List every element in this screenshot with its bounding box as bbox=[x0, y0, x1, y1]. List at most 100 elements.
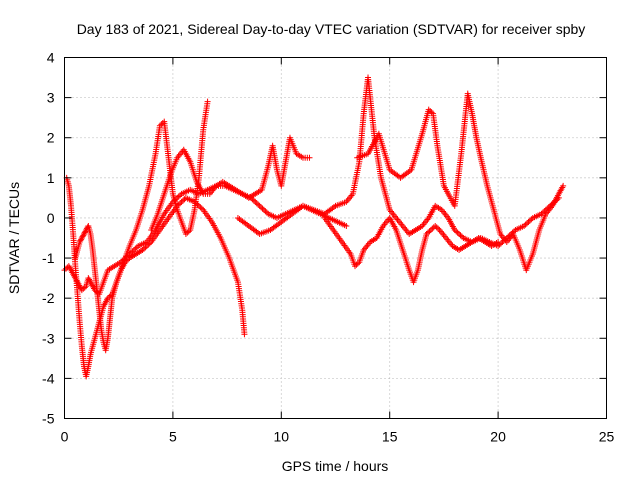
data-point bbox=[198, 205, 205, 212]
data-point bbox=[177, 192, 184, 199]
data-point bbox=[130, 247, 137, 254]
data-point bbox=[454, 229, 461, 236]
series-track-3 bbox=[72, 194, 248, 354]
data-point bbox=[81, 284, 88, 291]
data-point bbox=[142, 244, 149, 251]
axis-ticks: 0 5 10 15 20 25 -5 -4 -3 -2 -1 0 1 2 3 4 bbox=[42, 50, 614, 445]
y-tick-label: -1 bbox=[42, 250, 55, 266]
x-tick-label: 0 bbox=[61, 429, 69, 445]
data-point bbox=[495, 239, 502, 246]
data-point bbox=[145, 241, 152, 248]
data-point bbox=[252, 198, 259, 205]
grid bbox=[64, 57, 607, 419]
series-track-4 bbox=[148, 134, 313, 233]
y-tick-label: 0 bbox=[47, 210, 55, 226]
data-point bbox=[81, 229, 88, 236]
data-point bbox=[458, 233, 465, 240]
data-point bbox=[86, 276, 93, 283]
data-point bbox=[457, 232, 464, 239]
y-axis-label: SDTVAR / TECUs bbox=[6, 182, 22, 294]
data-point bbox=[62, 265, 69, 272]
data-point bbox=[260, 206, 267, 213]
data-point bbox=[541, 208, 548, 215]
y-tick-label: 4 bbox=[47, 50, 55, 66]
data-point bbox=[456, 230, 463, 237]
data-point bbox=[191, 198, 198, 205]
data-point bbox=[177, 200, 184, 207]
data-point bbox=[496, 241, 503, 248]
y-tick-label: 3 bbox=[47, 90, 55, 106]
data-point bbox=[80, 285, 87, 292]
data-point bbox=[521, 222, 528, 229]
data-point bbox=[78, 236, 85, 243]
data-point bbox=[428, 109, 435, 116]
data-point bbox=[262, 208, 269, 215]
data-point bbox=[509, 229, 516, 236]
data-point bbox=[352, 263, 359, 270]
data-point bbox=[258, 204, 265, 211]
data-point bbox=[158, 121, 165, 128]
y-tick-label: -3 bbox=[42, 330, 55, 346]
data-point bbox=[194, 201, 201, 208]
plot-frame bbox=[64, 57, 607, 419]
x-tick-label: 15 bbox=[382, 429, 398, 445]
data-point bbox=[241, 331, 248, 338]
data-point bbox=[425, 229, 432, 236]
x-tick-label: 10 bbox=[274, 429, 290, 445]
data-point bbox=[451, 226, 458, 233]
data-point bbox=[433, 224, 440, 231]
y-tick-label: -5 bbox=[42, 411, 55, 427]
data-point bbox=[174, 202, 181, 209]
data-points bbox=[61, 74, 567, 380]
data-point bbox=[263, 209, 270, 216]
x-axis-label: GPS time / hours bbox=[282, 458, 389, 474]
data-point bbox=[122, 259, 129, 266]
data-point bbox=[106, 293, 113, 300]
data-point bbox=[195, 202, 202, 209]
data-point bbox=[259, 205, 266, 212]
data-point bbox=[354, 260, 361, 267]
data-point bbox=[81, 230, 88, 237]
x-tick-label: 5 bbox=[169, 429, 177, 445]
data-point bbox=[256, 202, 263, 209]
data-point bbox=[429, 225, 436, 232]
data-point bbox=[125, 256, 132, 263]
data-point bbox=[353, 261, 360, 268]
data-point bbox=[175, 193, 182, 200]
data-point bbox=[80, 232, 87, 239]
data-point bbox=[123, 257, 130, 264]
data-point bbox=[423, 230, 430, 237]
data-point bbox=[528, 216, 535, 223]
series-track-6 bbox=[321, 214, 502, 286]
data-point bbox=[79, 233, 86, 240]
chart-title: Day 183 of 2021, Sidereal Day-to-day VTE… bbox=[77, 21, 586, 37]
data-point bbox=[204, 98, 211, 105]
data-point bbox=[132, 245, 139, 252]
series-track-1 bbox=[61, 182, 350, 298]
data-point bbox=[185, 228, 192, 235]
series-track-2 bbox=[63, 98, 211, 380]
data-point bbox=[182, 230, 189, 237]
data-point bbox=[524, 220, 531, 227]
data-point bbox=[175, 201, 182, 208]
data-point bbox=[435, 225, 442, 232]
y-tick-label: -4 bbox=[42, 370, 55, 386]
data-point bbox=[306, 154, 313, 161]
data-point bbox=[133, 244, 140, 251]
series-track-7 bbox=[354, 90, 567, 274]
data-point bbox=[77, 237, 84, 244]
data-point bbox=[253, 200, 260, 207]
x-tick-label: 20 bbox=[490, 429, 506, 445]
data-point bbox=[426, 228, 433, 235]
data-point bbox=[78, 235, 85, 241]
data-point bbox=[180, 197, 187, 204]
data-point bbox=[146, 240, 153, 247]
data-point bbox=[432, 222, 439, 229]
data-point bbox=[139, 247, 146, 254]
data-point bbox=[427, 226, 434, 233]
data-point bbox=[343, 222, 350, 229]
data-point bbox=[453, 228, 460, 235]
data-point bbox=[197, 204, 204, 211]
data-point bbox=[82, 228, 89, 235]
data-point bbox=[140, 245, 147, 252]
